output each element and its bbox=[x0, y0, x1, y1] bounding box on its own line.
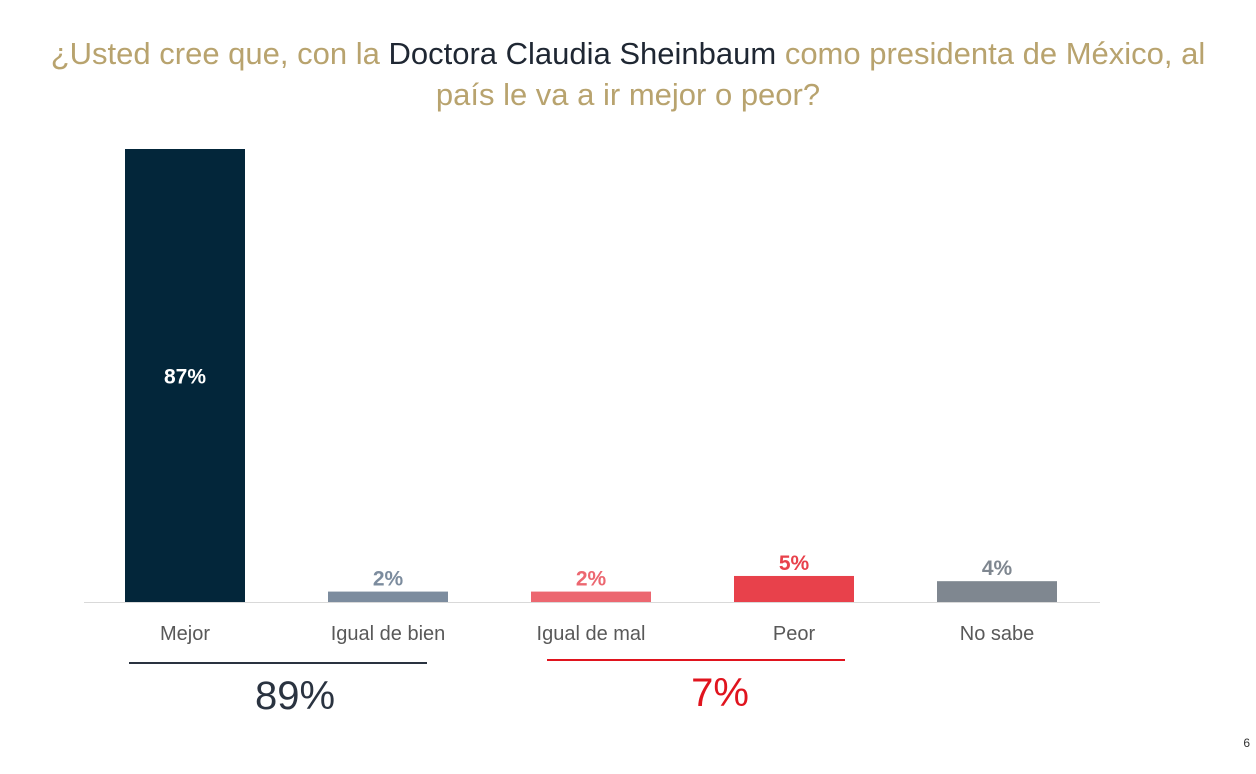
bar-3 bbox=[531, 591, 651, 602]
bar-4 bbox=[734, 575, 854, 602]
category-label-3: Igual de mal bbox=[537, 623, 646, 645]
title-part-4: ? bbox=[802, 77, 821, 112]
data-label-2: 2% bbox=[373, 568, 404, 591]
title-part-2: Doctora Claudia Sheinbaum bbox=[388, 36, 777, 71]
data-label-3: 2% bbox=[576, 568, 607, 591]
chart-title: ¿Usted cree que, con la Doctora Claudia … bbox=[40, 33, 1216, 115]
category-label-5: No sabe bbox=[960, 623, 1035, 645]
data-label-5: 4% bbox=[982, 557, 1013, 580]
bar-2 bbox=[328, 591, 448, 602]
bar-1 bbox=[125, 149, 245, 602]
category-label-2: Igual de bien bbox=[331, 623, 446, 645]
category-label-1: Mejor bbox=[160, 623, 210, 645]
category-label-4: Peor bbox=[773, 623, 816, 645]
title-part-3: como presidenta de México, al país le va… bbox=[435, 36, 1206, 112]
group-total-positive: 89% bbox=[254, 674, 336, 718]
data-label-1: 87% bbox=[164, 366, 206, 389]
group-total-negative: 7% bbox=[691, 671, 749, 715]
bar-5 bbox=[937, 581, 1057, 602]
title-part-1: ¿Usted cree que, con la bbox=[50, 36, 389, 71]
data-label-4: 5% bbox=[779, 552, 810, 575]
page-number: 6 bbox=[1243, 736, 1250, 750]
